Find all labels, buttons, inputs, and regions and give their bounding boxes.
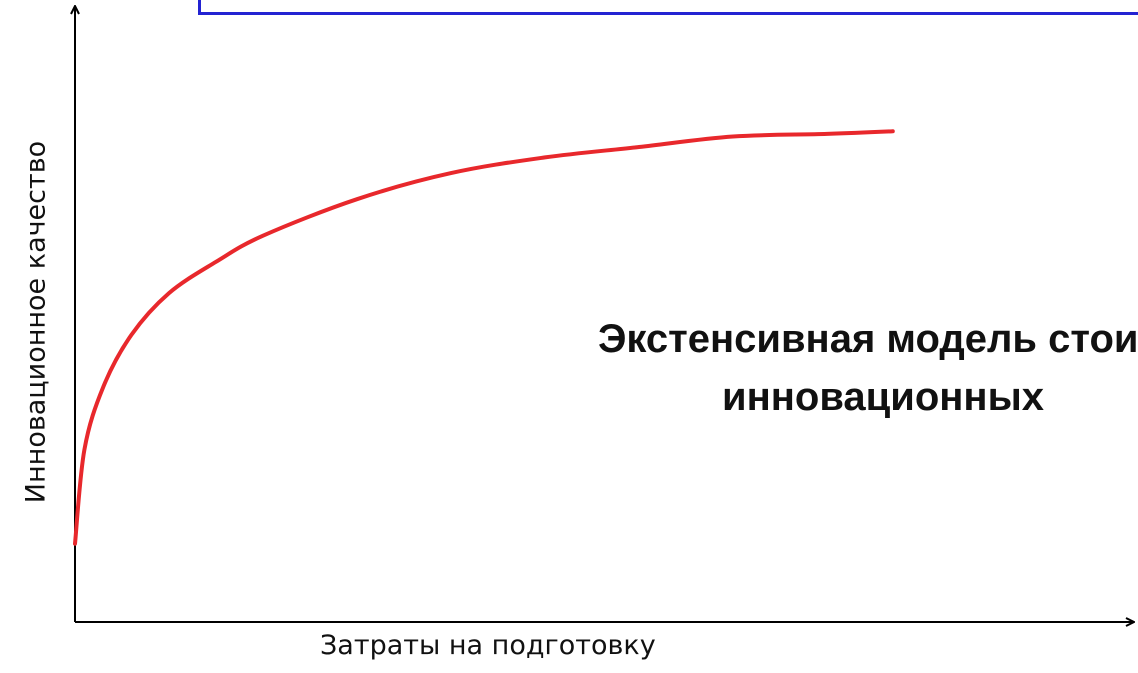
series-line-0 — [73, 129, 895, 546]
chart-annotation: Экстенсивная модель стоим инновационных — [383, 310, 1138, 426]
title-banner — [198, 0, 1138, 15]
y-axis-label: Инновационное качество — [20, 140, 52, 504]
annotation-line-1: Экстенсивная модель стоим — [597, 317, 1138, 361]
annotation-line-2: инновационных — [722, 375, 1044, 419]
x-axis-label: Затраты на подготовку — [320, 630, 656, 661]
